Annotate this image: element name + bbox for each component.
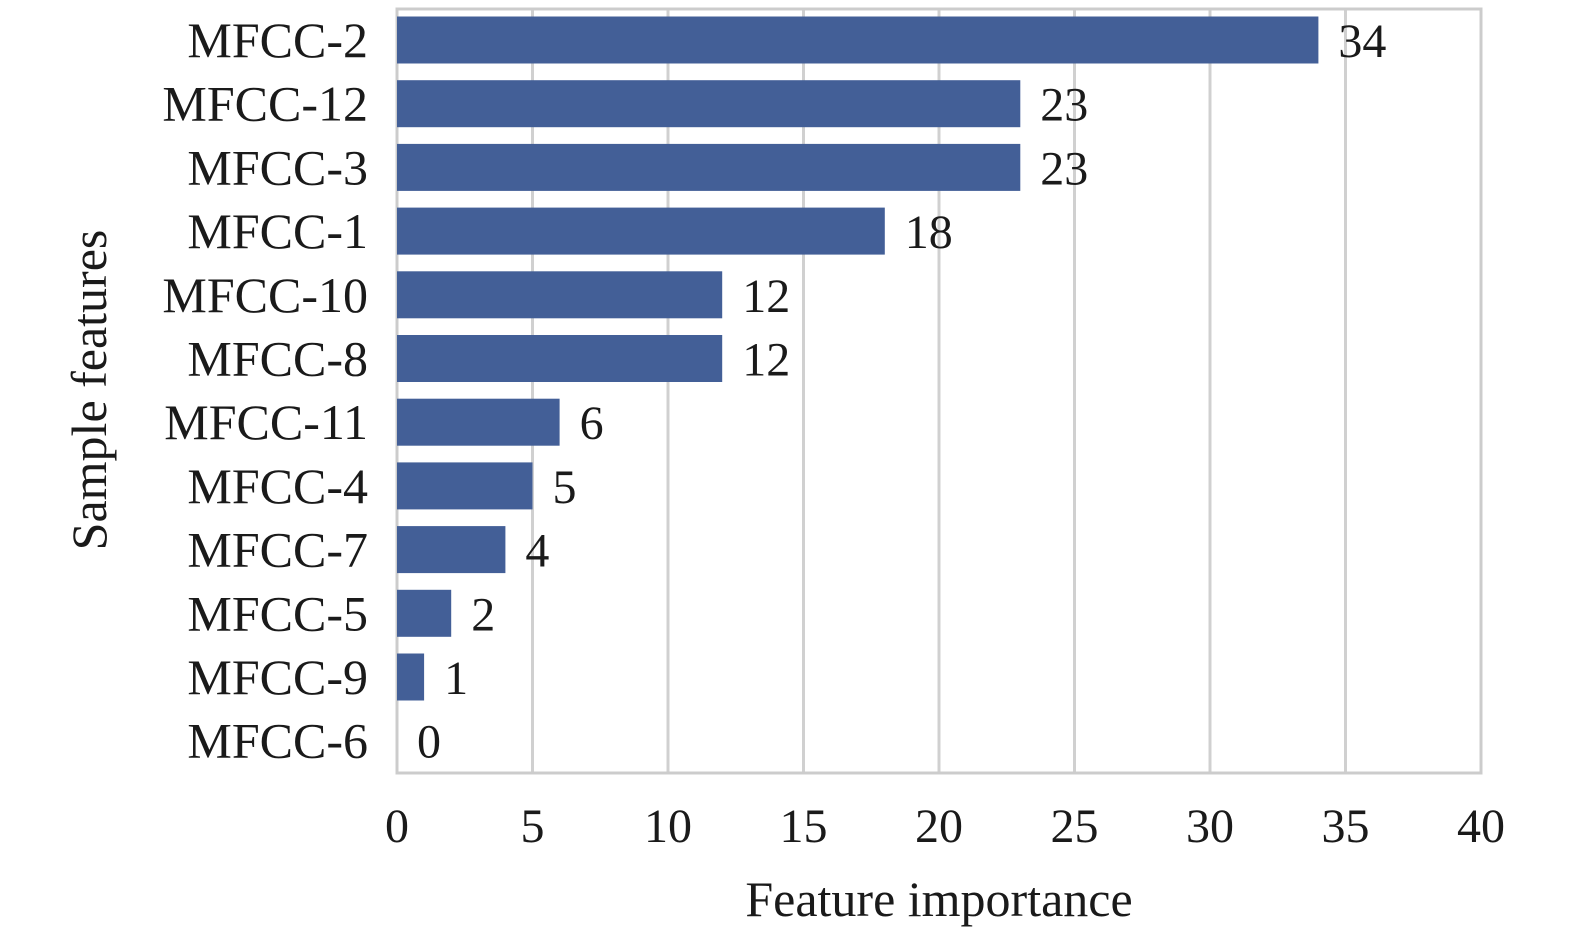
- category-label: MFCC-12: [162, 76, 368, 132]
- x-tick-label: 25: [1051, 800, 1099, 853]
- gridlines: [531, 9, 1347, 773]
- bar: [397, 589, 452, 637]
- data-label: 12: [742, 270, 790, 323]
- data-label: 2: [471, 588, 495, 641]
- data-label: 23: [1040, 142, 1088, 195]
- bar: [397, 16, 1319, 64]
- x-tick-label: 35: [1322, 800, 1370, 853]
- x-tick-label: 30: [1186, 800, 1234, 853]
- data-label: 18: [905, 206, 953, 259]
- data-label: 12: [742, 334, 790, 387]
- data-label: 6: [580, 397, 604, 450]
- bar: [397, 207, 885, 255]
- bar: [397, 271, 723, 319]
- bar: [397, 143, 1021, 191]
- category-labels: MFCC-2 MFCC-12 MFCC-3 MFCC-1 MFCC-10 MFCC-8 MF…: [162, 12, 368, 769]
- category-label: MFCC-6: [187, 713, 368, 769]
- data-label: 34: [1338, 15, 1386, 68]
- category-label: MFCC-2: [187, 12, 368, 68]
- data-label: 1: [444, 652, 468, 705]
- y-axis-title: Sample features: [61, 230, 117, 551]
- bar: [397, 398, 560, 446]
- category-label: MFCC-9: [187, 649, 368, 705]
- x-tick-labels: 0 5 10 15 20 25 30 35 40: [385, 800, 1505, 853]
- category-label: MFCC-8: [187, 331, 368, 387]
- category-label: MFCC-1: [187, 203, 368, 259]
- x-tick-label: 0: [385, 800, 409, 853]
- category-label: MFCC-4: [187, 458, 368, 514]
- data-label: 23: [1040, 79, 1088, 132]
- category-label: MFCC-10: [162, 267, 368, 323]
- bar: [397, 335, 723, 382]
- x-tick-label: 40: [1457, 800, 1505, 853]
- bar: [397, 80, 1021, 128]
- x-tick-label: 5: [521, 800, 545, 853]
- data-label: 4: [525, 525, 549, 578]
- bar: [397, 526, 506, 574]
- bar: [397, 462, 533, 510]
- bars: [397, 16, 1319, 701]
- x-tick-label: 15: [780, 800, 828, 853]
- category-label: MFCC-7: [187, 522, 368, 578]
- category-label: MFCC-3: [187, 139, 368, 195]
- data-label: 0: [417, 716, 441, 769]
- data-label: 5: [553, 461, 577, 514]
- x-axis-title: Feature importance: [745, 871, 1132, 927]
- category-label: MFCC-11: [164, 394, 368, 450]
- x-tick-label: 20: [915, 800, 963, 853]
- x-tick-label: 10: [644, 800, 692, 853]
- plot-frame: [395, 7, 1483, 775]
- bar: [397, 653, 425, 701]
- category-label: MFCC-5: [187, 585, 368, 641]
